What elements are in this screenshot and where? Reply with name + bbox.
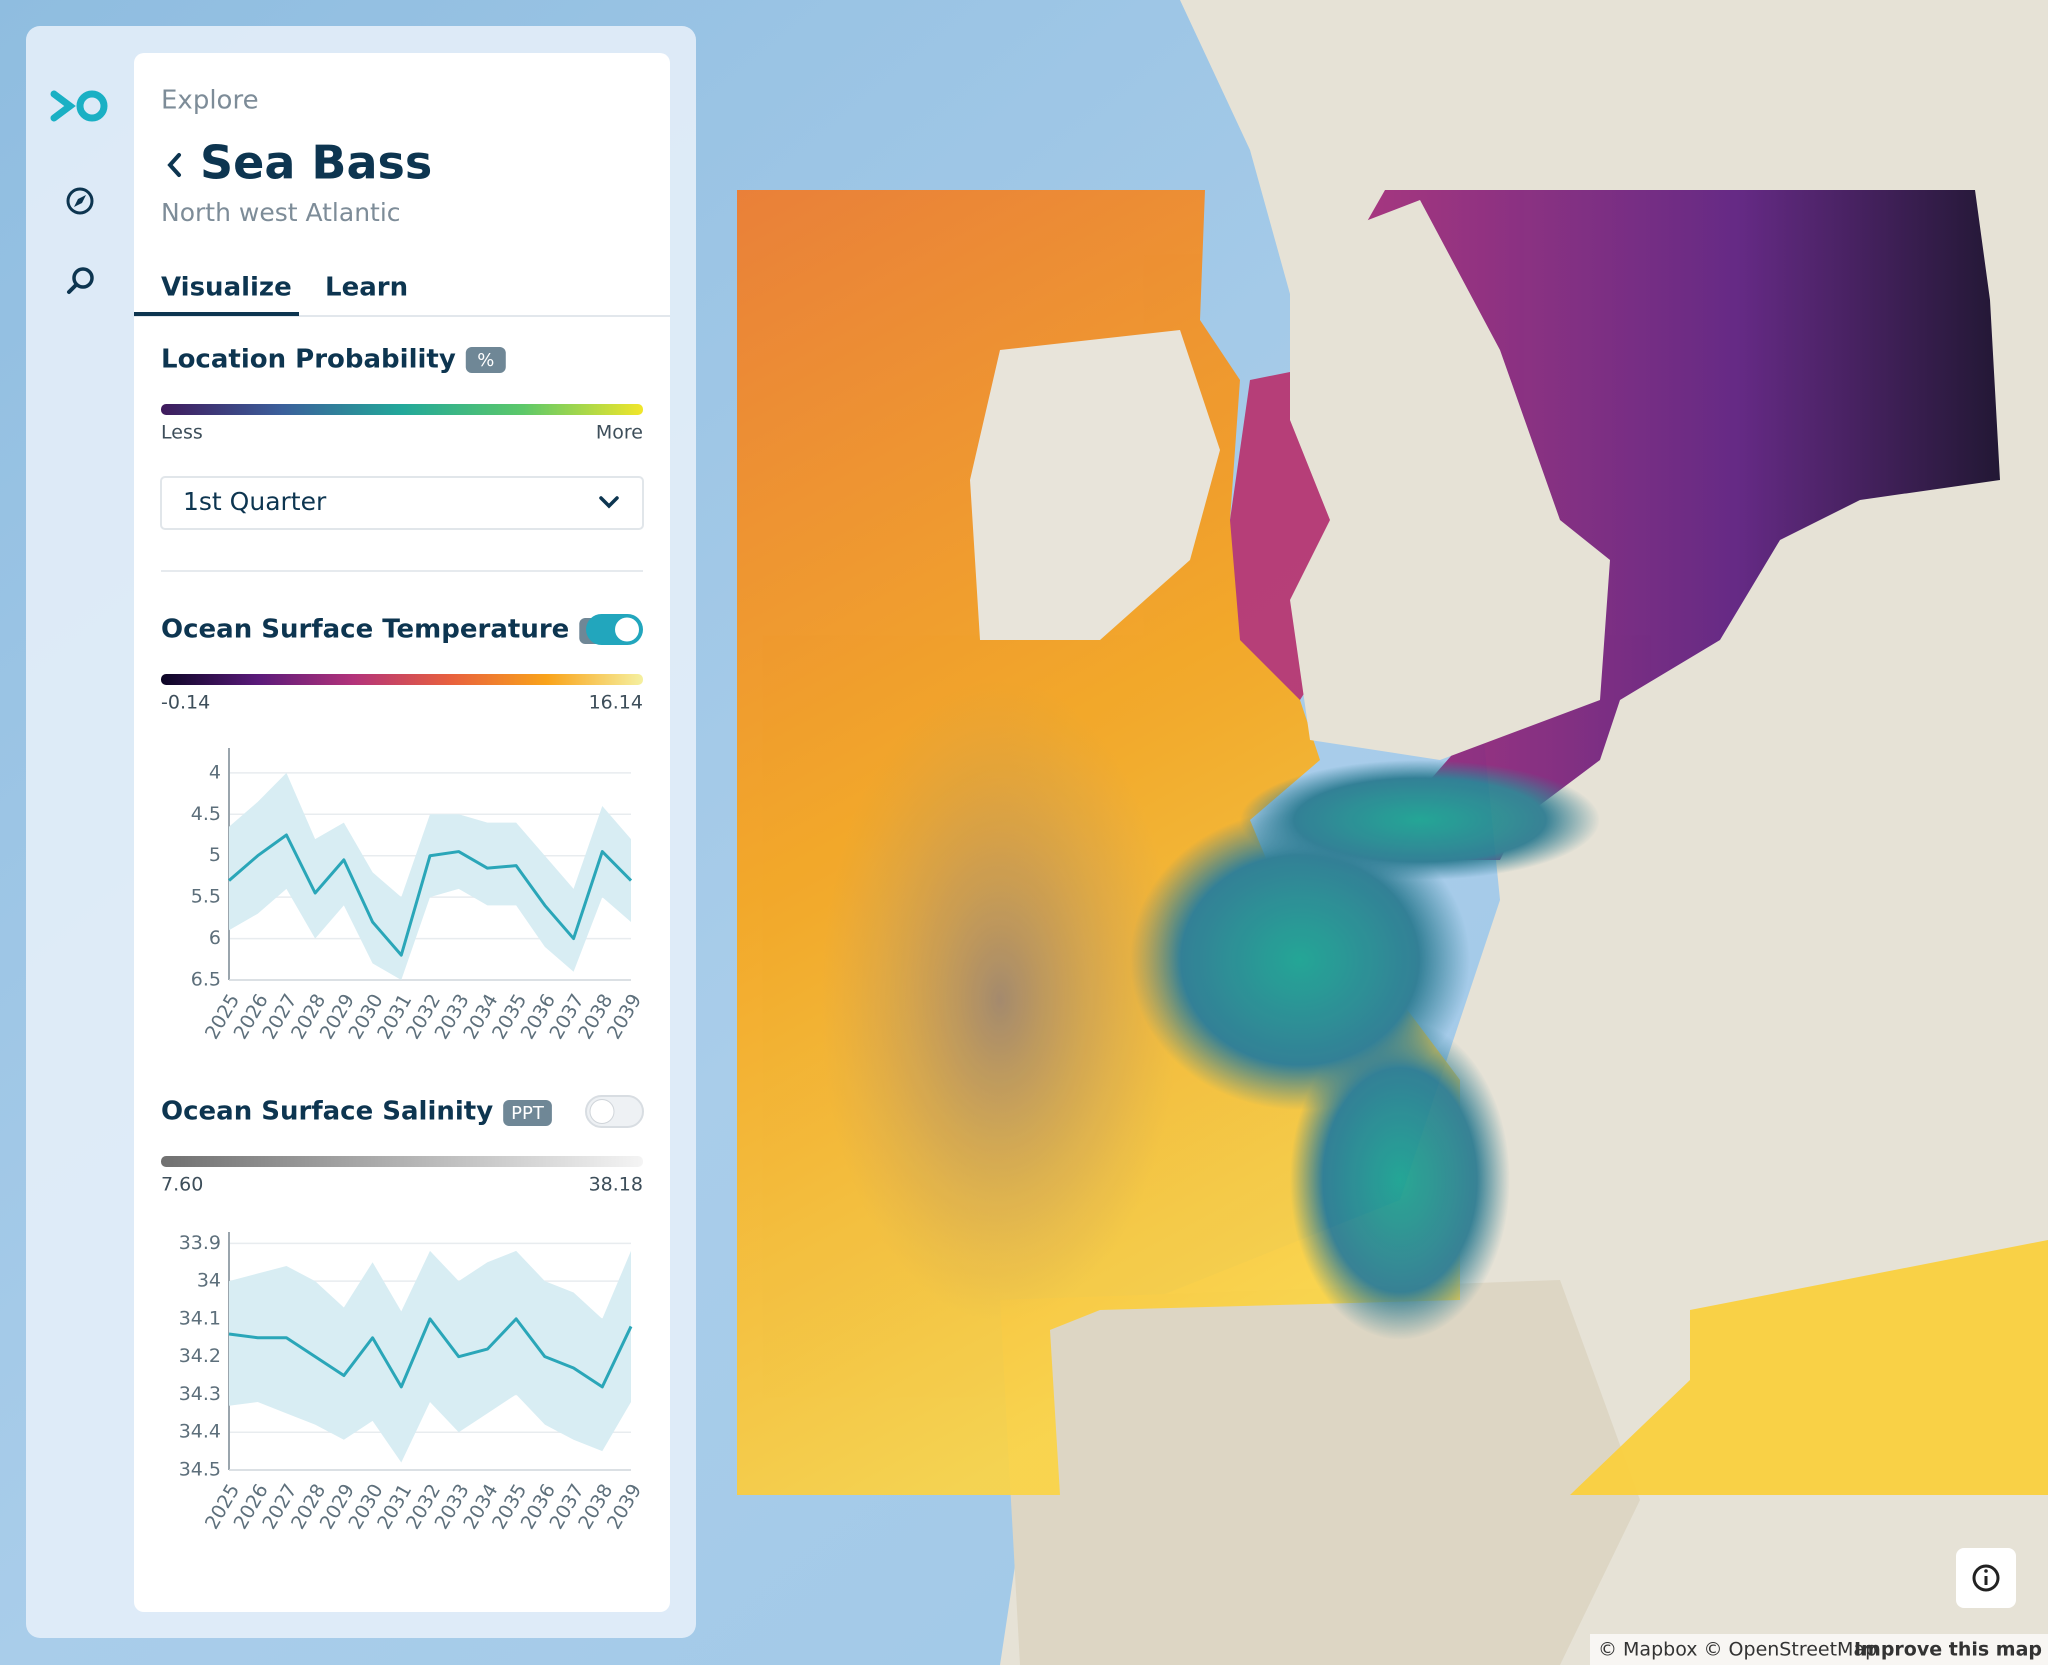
improve-link[interactable]: Improve this map <box>1854 1639 2042 1661</box>
confidence-band <box>229 772 631 980</box>
region: North west Atlantic <box>161 198 401 227</box>
search-icon[interactable] <box>67 267 94 294</box>
dropdown-value: 1st Quarter <box>183 487 327 516</box>
tabs: Visualize Learn <box>134 273 408 316</box>
unit-badge <box>465 347 506 373</box>
y-tick-label: 6 <box>209 927 221 949</box>
heatmap-grey <box>820 680 1180 1320</box>
section-title: Ocean Surface Salinity <box>161 1097 493 1127</box>
ramp-min: 7.60 <box>161 1174 203 1196</box>
sidebar-panel <box>134 53 670 1612</box>
y-tick-label: 5 <box>209 844 221 866</box>
unit-label: PPT <box>511 1103 545 1124</box>
info-icon <box>1972 1564 2000 1592</box>
tab-underline <box>134 312 299 316</box>
y-tick-label: 5.5 <box>191 886 221 908</box>
toggle-knob <box>589 1099 615 1124</box>
trend-line <box>228 833 633 957</box>
section-title: Ocean Surface Temperature <box>161 615 569 645</box>
map-britain <box>1290 200 1610 760</box>
heatmap <box>737 190 2048 1495</box>
y-tick-label: 4.5 <box>191 803 221 825</box>
ramp-max: 38.18 <box>589 1174 643 1196</box>
confidence-band <box>229 1250 631 1463</box>
ramp-min: Less <box>161 422 203 444</box>
y-tick-label: 34.1 <box>179 1307 221 1329</box>
compass-icon[interactable] <box>66 187 94 215</box>
section-title: Location Probability <box>161 345 456 375</box>
ramp-max: More <box>596 422 643 444</box>
salinity-section: Ocean Surface Salinity PPT 7.60 38.18 33.9 34… <box>161 1095 646 1533</box>
tab[interactable]: Learn <box>325 273 408 303</box>
color-ramp <box>161 674 643 685</box>
color-ramp <box>161 1156 643 1167</box>
trend-line <box>228 1317 633 1389</box>
heatmap-teal <box>1290 1020 1510 1340</box>
dropdown-chevron <box>599 496 619 509</box>
y-tick-label: 34 <box>197 1270 221 1292</box>
unit-label: % <box>477 350 494 371</box>
map-ireland <box>970 330 1220 640</box>
heatmap-teal <box>1240 760 1600 880</box>
unit-badge <box>503 1100 552 1126</box>
back-icon[interactable] <box>167 153 181 177</box>
y-tick-label: 33.9 <box>179 1232 221 1254</box>
y-tick-label: 34.5 <box>179 1459 221 1481</box>
logo <box>50 90 108 122</box>
tab[interactable]: Visualize <box>161 273 292 303</box>
breadcrumb[interactable]: Explore <box>161 86 259 116</box>
y-tick-label: 6.5 <box>191 969 221 991</box>
species-title: Sea Bass <box>200 136 432 190</box>
y-tick-label: 4 <box>209 761 221 783</box>
map-land <box>1000 1280 1640 1665</box>
y-tick-label: 34.3 <box>179 1383 221 1405</box>
color-ramp <box>161 404 643 415</box>
ramp-max: 16.14 <box>589 692 643 714</box>
y-tick-label: 34.2 <box>179 1345 221 1367</box>
y-tick-label: 34.4 <box>179 1421 221 1443</box>
toggle-knob <box>615 617 639 642</box>
quarter-dropdown[interactable] <box>160 476 644 530</box>
attribution-bar <box>1590 1634 2048 1665</box>
heatmap-med <box>1570 1240 2048 1495</box>
ramp-min: -0.14 <box>161 692 210 714</box>
info-icon <box>1984 1569 1988 1573</box>
attribution[interactable]: © Mapbox © OpenStreetMap <box>1598 1639 1877 1661</box>
